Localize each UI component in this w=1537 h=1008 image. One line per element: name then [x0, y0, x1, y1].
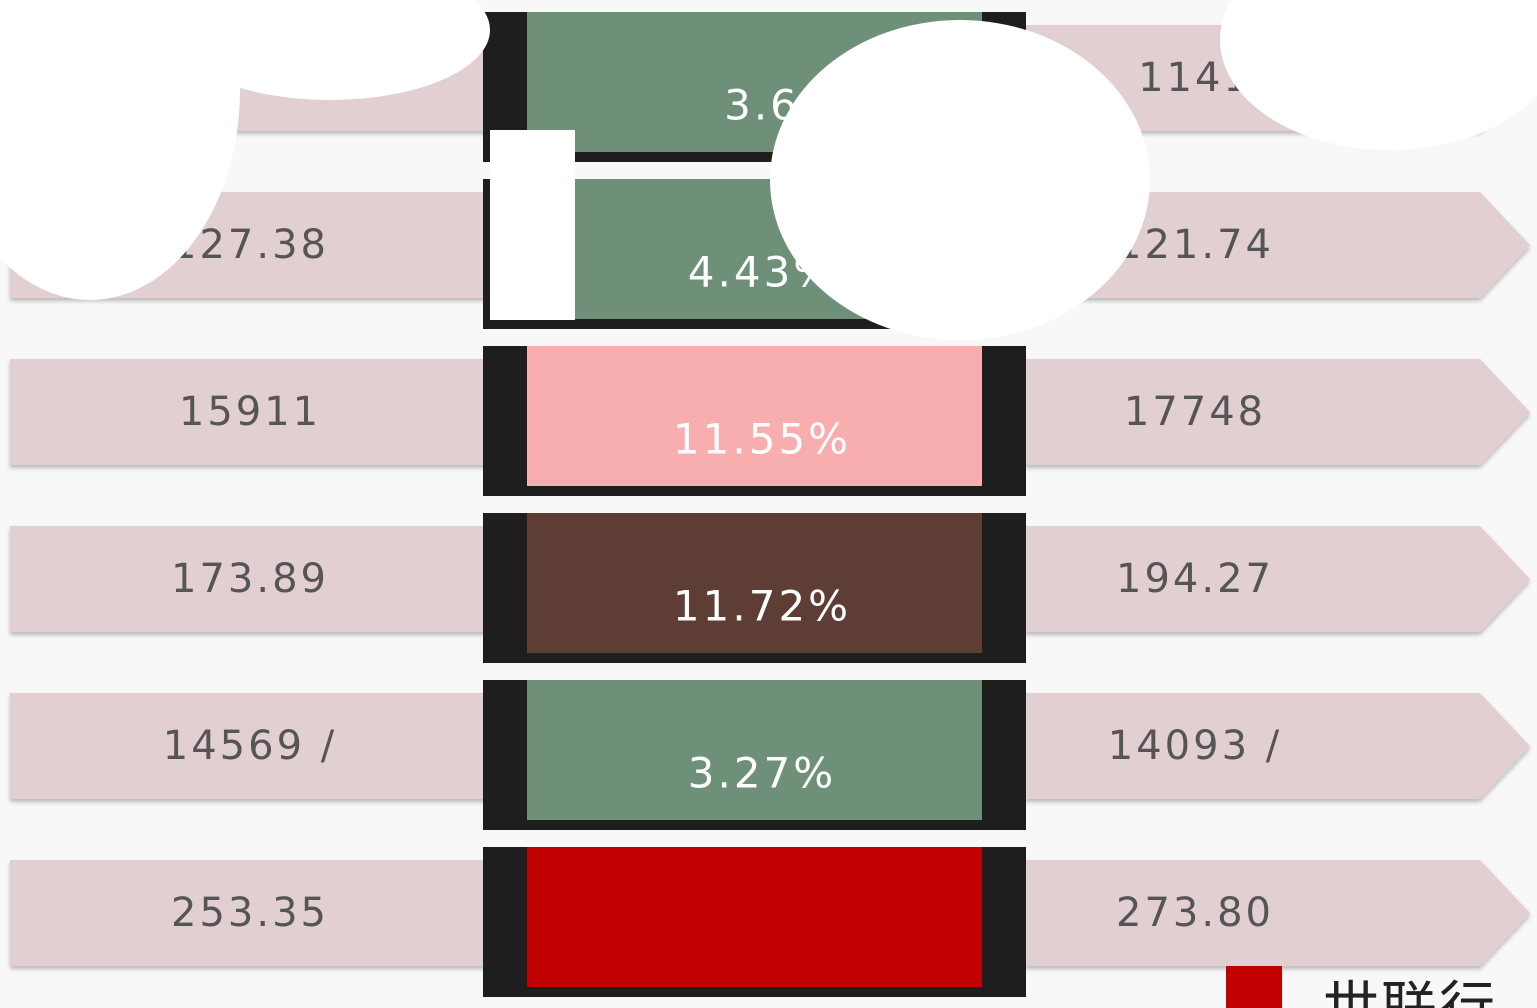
- logo-icon: [1226, 966, 1282, 1008]
- left-box: [10, 359, 580, 465]
- center-value: 11.72%: [673, 582, 851, 631]
- center-box: [527, 847, 982, 987]
- center-box: [527, 680, 982, 820]
- left-box: [10, 526, 580, 632]
- right-value: 194.27: [1116, 556, 1274, 602]
- artifact: [1220, 0, 1537, 150]
- left-value: 253.35: [171, 890, 329, 936]
- right-box: [1025, 526, 1530, 632]
- center-value: 11.55%: [673, 415, 851, 464]
- right-value: 14093 /: [1108, 723, 1282, 769]
- right-box: [1025, 693, 1530, 799]
- right-box: [1025, 192, 1530, 298]
- overlay-artifacts: [0, 0, 1537, 340]
- center-box: [527, 513, 982, 653]
- logo: 世联行: [1226, 966, 1497, 1008]
- right-value: 17748: [1124, 389, 1266, 435]
- artifact: [490, 130, 575, 320]
- artifact: [0, 0, 240, 300]
- artifact: [770, 20, 1150, 340]
- left-value: 14569 /: [163, 723, 337, 769]
- right-box: [1025, 359, 1530, 465]
- left-box: [10, 693, 580, 799]
- center-box: [527, 346, 982, 486]
- left-value: 173.89: [171, 556, 329, 602]
- center-value: 3.27%: [688, 749, 836, 798]
- left-box: [10, 860, 580, 966]
- artifact: [170, 0, 490, 100]
- right-box: [1025, 860, 1530, 966]
- right-value: 121.74: [1116, 222, 1274, 268]
- logo-text: 世联行: [1323, 976, 1497, 1008]
- left-value: 15911: [179, 389, 321, 435]
- right-value: 273.80: [1116, 890, 1274, 936]
